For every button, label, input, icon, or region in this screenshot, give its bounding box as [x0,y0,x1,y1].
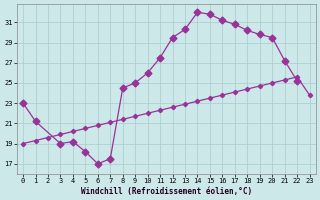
X-axis label: Windchill (Refroidissement éolien,°C): Windchill (Refroidissement éolien,°C) [81,187,252,196]
